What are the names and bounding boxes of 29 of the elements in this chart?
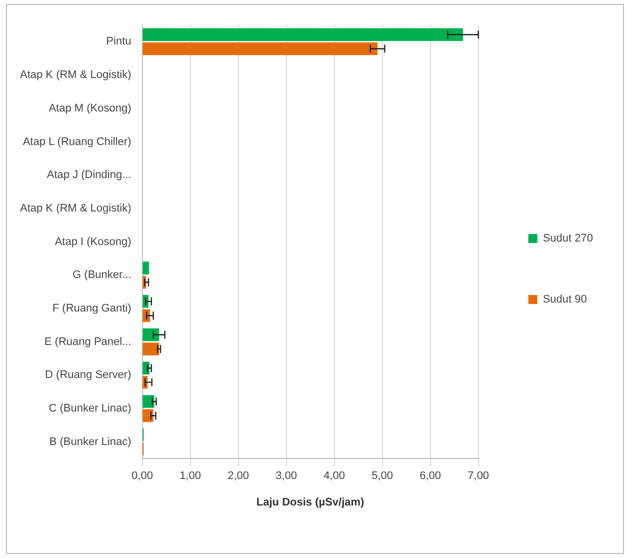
y-tick-label: D (Ruang Server) [45,369,132,382]
y-tick-label: Atap K (RM & Logistik) [20,202,132,214]
y-tick-label: G (Bunker... [72,269,132,282]
bar [142,262,149,274]
bar [142,42,378,56]
x-tick-label: 0,00 [132,470,153,482]
x-tick-label: 6,00 [420,470,442,482]
bar [142,395,154,408]
x-axis-title: Laju Dosis (µSv/jam) [256,496,365,508]
y-tick-label: B (Bunker Linac) [49,436,132,448]
x-tick-label: 4,00 [324,470,346,482]
y-tick-label: Atap M (Kosong) [48,102,132,114]
y-tick-label: Atap J (Dinding... [46,169,132,182]
x-tick-label: 7,00 [468,470,490,482]
x-tick-label: 5,00 [372,470,394,482]
legend-label: Sudut 270 [542,232,593,245]
x-tick-label: 3,00 [276,470,298,482]
y-tick-label: C (Bunker Linac) [48,402,132,415]
bar [142,28,463,41]
x-tick-label: 2,00 [228,470,249,482]
y-tick-label: Atap L (Ruang Chiller) [22,136,132,148]
y-tick-label: Atap K (RM & Logistik) [20,69,132,82]
y-tick-label: F (Ruang Ganti) [52,302,132,315]
y-tick-label: Pintu [106,36,132,48]
bar [142,342,160,356]
legend-label: Sudut 90 [542,294,587,306]
y-tick-label: Atap I (Kosong) [54,236,132,248]
x-tick-label: 1,00 [180,470,201,482]
y-tick-label: E (Ruang Panel... [44,336,132,348]
